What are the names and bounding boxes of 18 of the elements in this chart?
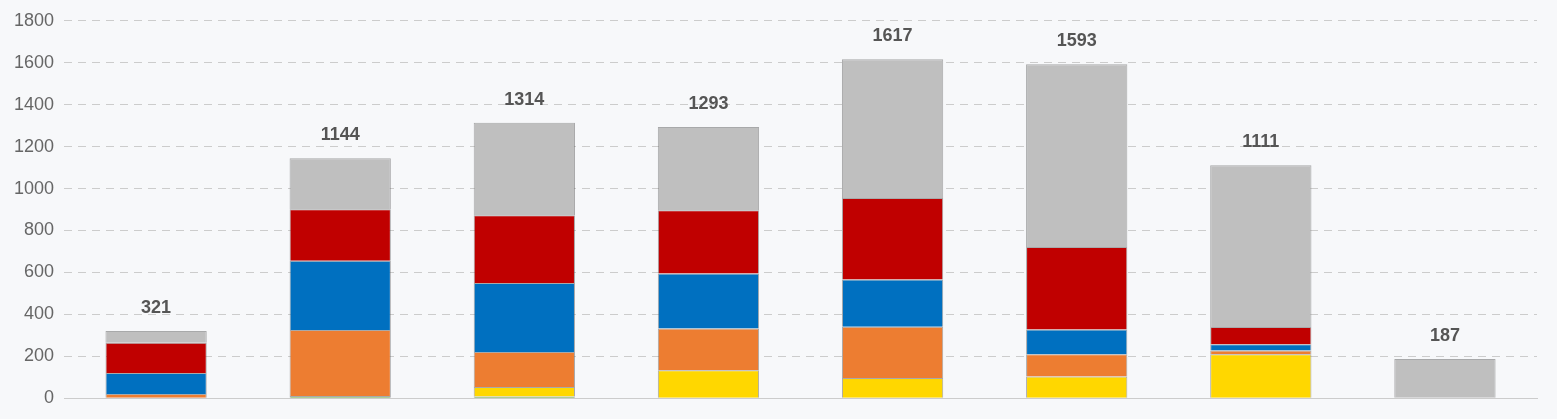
y-tick-label: 1800 [14, 9, 55, 30]
y-tick-label: 0 [44, 387, 55, 408]
total-label: 1593 [1056, 30, 1097, 51]
total-label: 187 [1429, 324, 1460, 345]
total-label: 1144 [320, 124, 360, 145]
y-tick-label: 1200 [14, 135, 55, 156]
y-tick-label: 1400 [14, 93, 55, 114]
y-tick-label: 200 [24, 345, 55, 366]
y-tick-label: 600 [24, 261, 55, 282]
y-tick-label: 1000 [14, 177, 55, 198]
y-tick-label: 1600 [14, 51, 55, 72]
total-label: 1617 [872, 25, 913, 46]
total-label: 321 [141, 296, 172, 317]
y-tick-label: 800 [24, 219, 55, 240]
y-tick-label: 400 [24, 303, 55, 324]
total-label: 1314 [504, 88, 545, 109]
total-label: 1293 [688, 93, 729, 114]
total-label: 1111 [1242, 131, 1280, 152]
